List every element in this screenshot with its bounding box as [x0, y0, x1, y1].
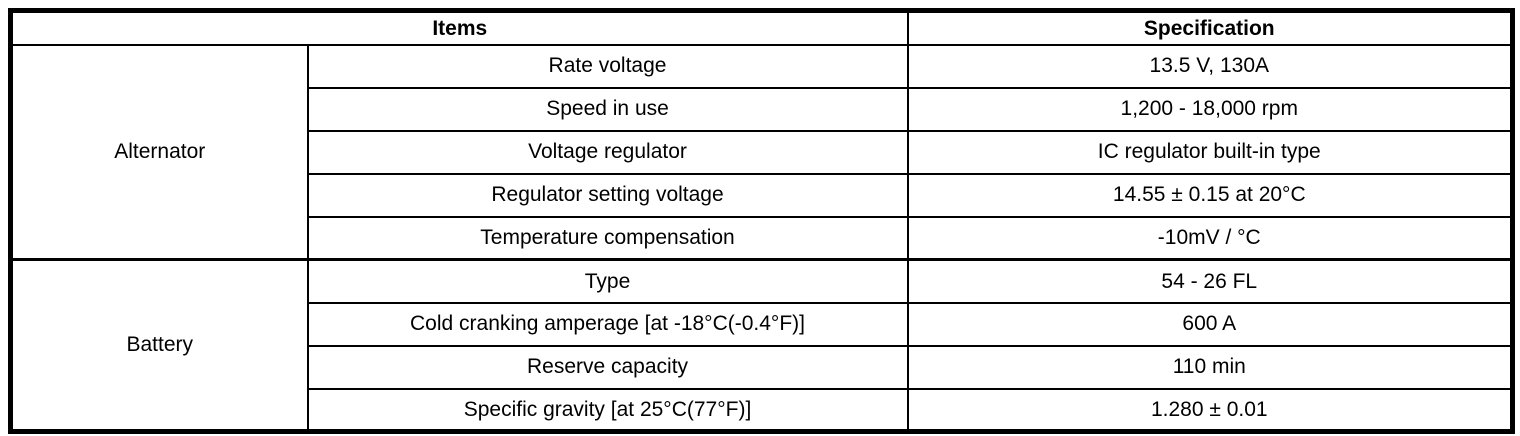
- item-cell: Regulator setting voltage: [306, 172, 909, 218]
- spec-cell: 13.5 V, 130A: [906, 43, 1514, 89]
- group-cell-alternator: Alternator: [9, 43, 309, 261]
- table-row-specific-gravity: Specific gravity [at 25°C(77°F)] 1.280 ±…: [11, 387, 1514, 433]
- table-row-cold-cranking-amperage: Cold cranking amperage [at -18°C(-0.4°F)…: [11, 301, 1514, 347]
- item-cell: Type: [306, 258, 909, 304]
- item-cell: Specific gravity [at 25°C(77°F)]: [306, 387, 909, 433]
- column-header-specification: Specification: [906, 9, 1514, 46]
- table-row-temperature-compensation: Temperature compensation -10mV / °C: [11, 215, 1514, 261]
- spec-cell: -10mV / °C: [906, 215, 1514, 261]
- specification-table: Items Specification Alternator Rate volt…: [8, 8, 1516, 434]
- table-row-speed-in-use: Speed in use 1,200 - 18,000 rpm: [11, 86, 1514, 132]
- table-header-row: Items Specification: [9, 9, 1514, 46]
- table-row-type: Battery Type 54 - 26 FL: [9, 258, 1514, 433]
- item-cell: Rate voltage: [306, 43, 909, 89]
- item-cell: Speed in use: [306, 86, 909, 132]
- spec-cell: 54 - 26 FL: [906, 258, 1514, 304]
- table-row-reserve-capacity: Reserve capacity 110 min: [11, 344, 1514, 390]
- table-row-regulator-setting-voltage: Regulator setting voltage 14.55 ± 0.15 a…: [11, 172, 1514, 218]
- item-cell: Voltage regulator: [306, 129, 909, 175]
- spec-cell: 110 min: [906, 344, 1514, 390]
- spec-cell: IC regulator built-in type: [906, 129, 1514, 175]
- item-cell: Temperature compensation: [306, 215, 909, 261]
- table-row-voltage-regulator: Voltage regulator IC regulator built-in …: [11, 129, 1514, 175]
- item-cell: Reserve capacity: [306, 344, 909, 390]
- spec-cell: 1.280 ± 0.01: [906, 387, 1514, 433]
- spec-cell: 1,200 - 18,000 rpm: [906, 86, 1514, 132]
- spec-cell: 14.55 ± 0.15 at 20°C: [906, 172, 1514, 218]
- group-cell-battery: Battery: [9, 258, 309, 433]
- table-row-rate-voltage: Alternator Rate voltage 13.5 V, 130A: [9, 43, 1514, 261]
- item-cell: Cold cranking amperage [at -18°C(-0.4°F)…: [306, 301, 909, 347]
- page: Items Specification Alternator Rate volt…: [8, 8, 1516, 434]
- column-header-items: Items: [9, 9, 909, 46]
- spec-cell: 600 A: [906, 301, 1514, 347]
